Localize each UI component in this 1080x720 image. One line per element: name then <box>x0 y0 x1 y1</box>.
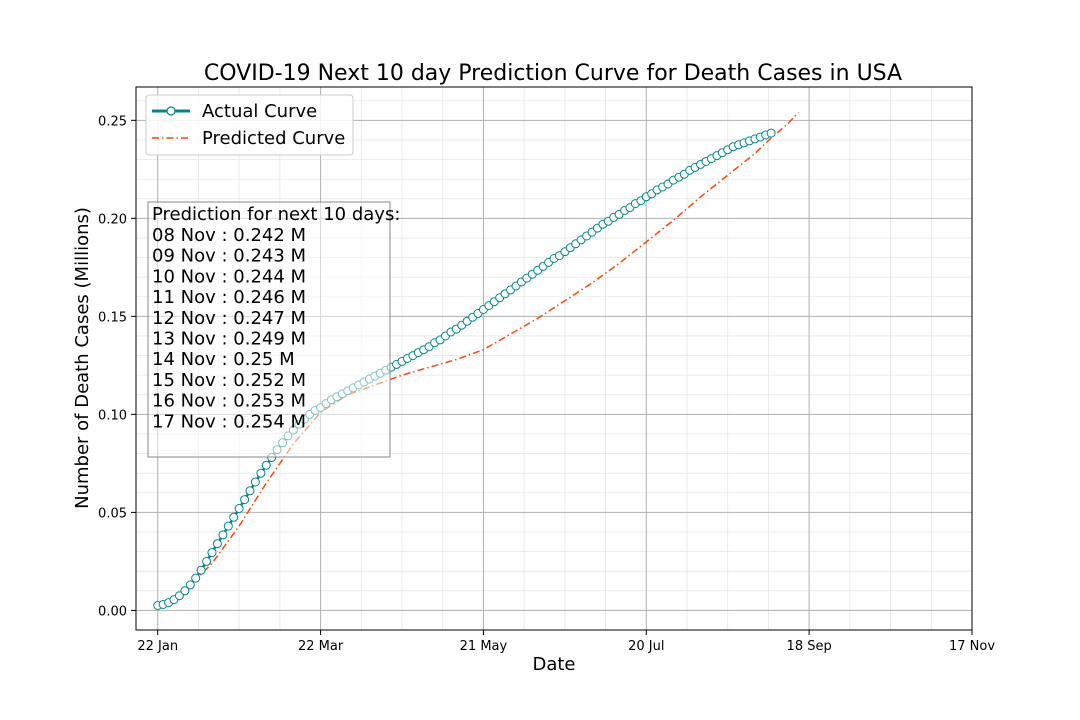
prediction-line: 16 Nov : 0.253 M <box>152 391 306 412</box>
actual-data-point <box>245 486 255 496</box>
y-axis-title: Number of Death Cases (Millions) <box>72 207 93 509</box>
actual-data-point <box>229 512 239 522</box>
actual-data-point <box>256 468 266 478</box>
legend-actual-label: Actual Curve <box>202 101 317 122</box>
prediction-box: Prediction for next 10 days: 08 Nov : 0.… <box>147 201 400 458</box>
actual-data-point <box>196 565 206 575</box>
prediction-line: 14 Nov : 0.25 M <box>152 349 295 370</box>
y-tick-label: 0.15 <box>98 310 127 325</box>
prediction-line: 13 Nov : 0.249 M <box>152 329 306 350</box>
plot-frame <box>135 86 973 631</box>
legend-box <box>145 94 354 156</box>
actual-data-point <box>212 539 222 549</box>
predicted-curve-line <box>157 111 799 608</box>
legend: Actual Curve Predicted Curve <box>145 94 354 156</box>
actual-data-point <box>250 477 260 487</box>
y-tick-label: 0.20 <box>98 212 127 227</box>
predicted-curve-series <box>157 111 799 608</box>
actual-data-point <box>234 504 244 513</box>
prediction-line: 17 Nov : 0.254 M <box>152 411 306 432</box>
actual-data-point <box>766 128 776 138</box>
x-tick-label: 17 Nov <box>949 639 995 654</box>
x-tick-label: 22 Mar <box>298 639 344 654</box>
x-tick-label: 22 Jan <box>137 639 178 654</box>
y-tick-label: 0.05 <box>98 506 127 521</box>
y-tick-label: 0.00 <box>98 604 127 619</box>
actual-data-point <box>202 556 212 566</box>
prediction-line: 10 Nov : 0.244 M <box>152 266 306 287</box>
x-axis-title: Date <box>532 654 575 675</box>
prediction-line: 11 Nov : 0.246 M <box>152 287 306 308</box>
actual-data-point <box>191 573 201 583</box>
prediction-header: Prediction for next 10 days: <box>152 204 400 225</box>
actual-data-point <box>207 548 217 558</box>
prediction-box-frame <box>147 201 391 458</box>
y-tick-label: 0.10 <box>98 408 127 423</box>
actual-data-point <box>180 586 190 596</box>
actual-data-point <box>174 591 184 601</box>
actual-data-point <box>261 460 271 470</box>
prediction-line: 09 Nov : 0.243 M <box>152 246 306 267</box>
prediction-line: 15 Nov : 0.252 M <box>152 370 306 391</box>
legend-actual-marker <box>166 106 176 116</box>
x-tick-label: 20 Jul <box>628 639 664 654</box>
legend-predicted-label: Predicted Curve <box>202 128 345 149</box>
minor-gridlines <box>136 87 972 630</box>
chart-title: COVID-19 Next 10 day Prediction Curve fo… <box>204 61 902 86</box>
prediction-line: 08 Nov : 0.242 M <box>152 225 306 246</box>
y-tick-label: 0.25 <box>98 114 127 129</box>
actual-data-point <box>240 495 250 505</box>
actual-data-point <box>185 580 195 590</box>
x-axis-ticks: 22 Jan 22 Mar 21 May 20 Jul 18 Sep 17 Nov <box>137 630 995 654</box>
actual-data-point <box>218 530 228 540</box>
x-tick-label: 18 Sep <box>787 639 832 654</box>
actual-data-point <box>223 521 233 531</box>
x-tick-label: 21 May <box>460 639 508 654</box>
prediction-line: 12 Nov : 0.247 M <box>152 308 306 329</box>
y-axis-ticks: 0.00 0.05 0.10 0.15 0.20 0.25 <box>98 114 136 619</box>
prediction-lines: 08 Nov : 0.242 M09 Nov : 0.243 M10 Nov :… <box>152 225 306 432</box>
